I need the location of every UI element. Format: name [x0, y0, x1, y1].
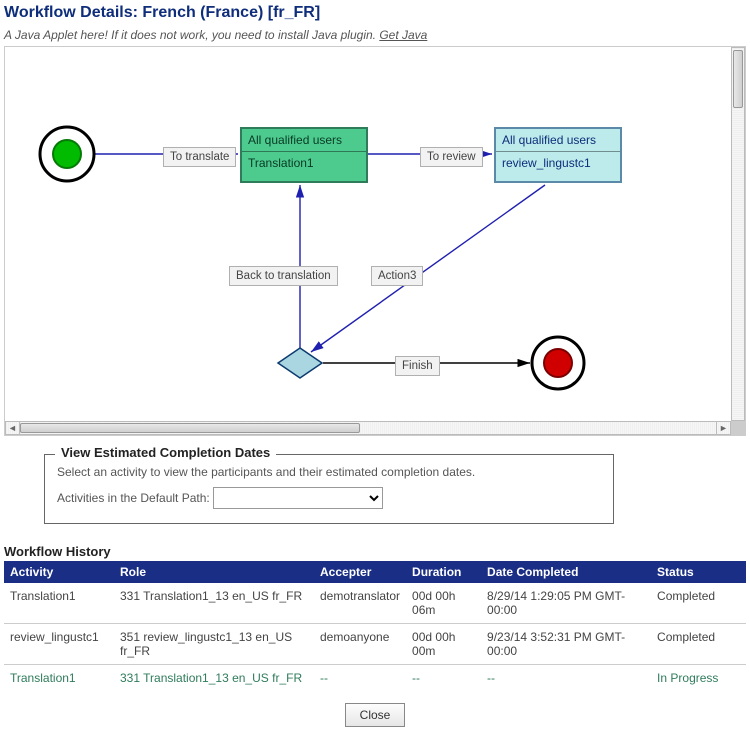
- node-review-row1: review_lingustc1: [496, 151, 620, 174]
- history-col-activity: Activity: [4, 561, 114, 583]
- workflow-diagram-svg: [5, 47, 685, 417]
- completion-dates-panel: View Estimated Completion Dates Select a…: [44, 454, 614, 524]
- history-cell-activity: Translation1: [4, 665, 114, 692]
- edge-label-back_to_translation: Back to translation: [229, 266, 338, 286]
- workflow-history-title: Workflow History: [4, 544, 746, 559]
- history-cell-accepter: demotranslator: [314, 583, 406, 624]
- history-cell-status: Completed: [651, 583, 746, 624]
- workflow-diagram-container: All qualified users Translation1 All qua…: [4, 46, 746, 436]
- history-col-duration: Duration: [406, 561, 481, 583]
- diagram-scrollbar-vertical[interactable]: [731, 47, 745, 421]
- node-review-row0: All qualified users: [496, 129, 620, 151]
- scroll-left-icon[interactable]: ◄: [6, 422, 20, 434]
- workflow-diagram-canvas[interactable]: All qualified users Translation1 All qua…: [5, 47, 731, 421]
- scroll-thumb-v[interactable]: [733, 50, 743, 108]
- applet-hint: A Java Applet here! If it does not work,…: [4, 28, 746, 42]
- title-prefix: Workflow Details:: [4, 4, 142, 21]
- history-col-accepter: Accepter: [314, 561, 406, 583]
- edge-label-to_review: To review: [420, 147, 483, 167]
- close-button[interactable]: Close: [345, 703, 406, 727]
- default-path-select[interactable]: [213, 487, 383, 509]
- history-header-row: ActivityRoleAccepterDurationDate Complet…: [4, 561, 746, 583]
- edge-label-finish: Finish: [395, 356, 440, 376]
- scroll-right-icon[interactable]: ►: [716, 422, 730, 434]
- history-col-status: Status: [651, 561, 746, 583]
- node-translation1-row1: Translation1: [242, 151, 366, 174]
- node-review-linguist[interactable]: All qualified users review_lingustc1: [494, 127, 622, 183]
- history-cell-duration: 00d 00h 06m: [406, 583, 481, 624]
- scroll-thumb-h[interactable]: [20, 423, 360, 433]
- workflow-history-table: ActivityRoleAccepterDurationDate Complet…: [4, 561, 746, 691]
- history-cell-duration: 00d 00h 00m: [406, 624, 481, 665]
- node-translation1-row0: All qualified users: [242, 129, 366, 151]
- diagram-scrollbar-horizontal[interactable]: ◄ ►: [5, 421, 731, 435]
- history-cell-accepter: --: [314, 665, 406, 692]
- completion-legend: View Estimated Completion Dates: [55, 445, 276, 460]
- history-cell-completed: --: [481, 665, 651, 692]
- edge-label-action3: Action3: [371, 266, 423, 286]
- history-col-role: Role: [114, 561, 314, 583]
- history-cell-role: 351 review_lingustc1_13 en_US fr_FR: [114, 624, 314, 665]
- completion-select-label: Activities in the Default Path:: [57, 491, 210, 505]
- history-col-date-completed: Date Completed: [481, 561, 651, 583]
- history-cell-status: Completed: [651, 624, 746, 665]
- history-cell-status: In Progress: [651, 665, 746, 692]
- title-locale: French (France) [fr_FR]: [142, 4, 320, 21]
- history-cell-completed: 8/29/14 1:29:05 PM GMT-00:00: [481, 583, 651, 624]
- applet-hint-text: A Java Applet here! If it does not work,…: [4, 28, 379, 42]
- history-cell-activity: review_lingustc1: [4, 624, 114, 665]
- history-cell-accepter: demoanyone: [314, 624, 406, 665]
- history-cell-duration: --: [406, 665, 481, 692]
- history-cell-role: 331 Translation1_13 en_US fr_FR: [114, 665, 314, 692]
- history-cell-role: 331 Translation1_13 en_US fr_FR: [114, 583, 314, 624]
- page-title: Workflow Details: French (France) [fr_FR…: [4, 4, 746, 22]
- history-cell-activity: Translation1: [4, 583, 114, 624]
- edge-label-to_translate: To translate: [163, 147, 236, 167]
- node-translation1[interactable]: All qualified users Translation1: [240, 127, 368, 183]
- history-cell-completed: 9/23/14 3:52:31 PM GMT-00:00: [481, 624, 651, 665]
- history-row: Translation1331 Translation1_13 en_US fr…: [4, 583, 746, 624]
- completion-hint: Select an activity to view the participa…: [57, 465, 601, 479]
- history-row: Translation1331 Translation1_13 en_US fr…: [4, 665, 746, 692]
- history-row: review_lingustc1351 review_lingustc1_13 …: [4, 624, 746, 665]
- get-java-link[interactable]: Get Java: [379, 28, 427, 42]
